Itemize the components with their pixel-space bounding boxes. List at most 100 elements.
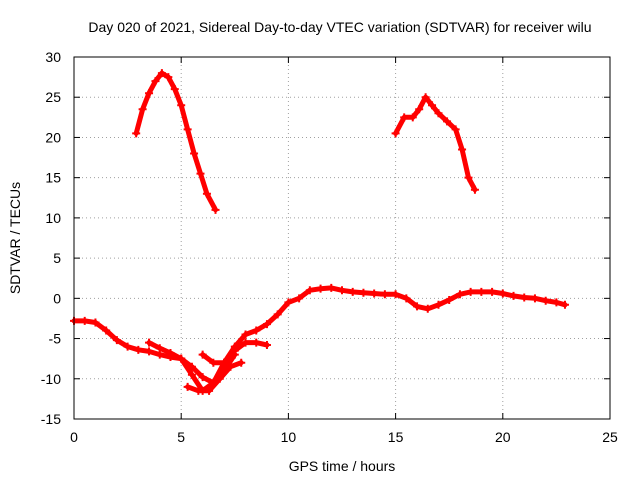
data-point (198, 373, 207, 382)
data-point (145, 338, 154, 347)
data-point (477, 287, 486, 296)
y-tick-label: 15 (45, 170, 61, 186)
y-tick-label: 10 (45, 210, 61, 226)
y-tick-label: 30 (45, 49, 61, 65)
data-point (112, 336, 121, 345)
series-arc-a (132, 69, 220, 214)
data-point (209, 358, 218, 367)
plot-frame (73, 56, 611, 420)
data-point (226, 362, 235, 371)
data-point (415, 105, 424, 114)
data-point (215, 374, 224, 383)
data-point (470, 185, 479, 194)
data-point (155, 344, 164, 353)
data-point (80, 316, 89, 325)
data-point (348, 287, 357, 296)
y-tick-label: 25 (45, 89, 61, 105)
data-point (305, 286, 314, 295)
data-point (132, 129, 141, 138)
data-point (202, 189, 211, 198)
data-point (183, 382, 192, 391)
series-low-arc-upper (198, 338, 271, 367)
data-point (177, 101, 186, 110)
data-point (428, 101, 437, 110)
data-point (402, 294, 411, 303)
data-point (252, 338, 261, 347)
x-tick-label: 10 (281, 429, 297, 445)
data-point (183, 125, 192, 134)
series-low-arc-main (70, 283, 569, 395)
y-tick-label: 20 (45, 129, 61, 145)
data-point (445, 295, 454, 304)
data-point (466, 287, 475, 296)
data-point (530, 294, 539, 303)
data-point (102, 326, 111, 335)
data-point (434, 300, 443, 309)
data-point (284, 298, 293, 307)
data-point (194, 386, 203, 395)
data-point (451, 125, 460, 134)
data-point (338, 286, 346, 295)
data-point (196, 169, 205, 178)
data-point (211, 205, 220, 214)
data-point (380, 290, 389, 299)
series-line (393, 94, 478, 193)
y-tick-label: 0 (53, 290, 61, 306)
data-point (166, 349, 175, 358)
data-point (123, 342, 132, 351)
data-point (187, 370, 196, 379)
data-point (198, 350, 207, 359)
data-point (177, 354, 186, 363)
data-point (316, 284, 325, 293)
series-low-arc-third (183, 358, 246, 395)
x-tick-label: 20 (495, 429, 511, 445)
data-point (138, 105, 147, 114)
data-point (295, 294, 304, 303)
x-tick-label: 25 (602, 429, 618, 445)
data-point (359, 288, 368, 297)
data-point (205, 386, 214, 395)
x-tick-label: 5 (177, 429, 185, 445)
data-point (157, 69, 166, 78)
data-point (134, 345, 143, 354)
data-point (391, 290, 400, 299)
data-point (262, 320, 271, 329)
data-point (273, 310, 282, 319)
y-tick-label: -5 (49, 331, 62, 347)
data-point (421, 93, 430, 102)
x-axis-label: GPS time / hours (289, 458, 396, 474)
grid-lines (74, 57, 610, 419)
chart-title: Day 020 of 2021, Sidereal Day-to-day VTE… (88, 19, 591, 35)
data-point (370, 289, 379, 298)
series-arc-b (391, 93, 479, 194)
data-point (509, 291, 518, 300)
data-point (237, 358, 246, 367)
data-point (443, 117, 452, 126)
y-axis-label: SDTVAR / TECUs (7, 182, 23, 294)
data-point (423, 304, 432, 313)
data-point (252, 326, 261, 335)
data-point (552, 298, 561, 307)
data-point (434, 109, 443, 118)
data-point (520, 293, 529, 302)
data-point (560, 300, 569, 309)
x-tick-label: 15 (388, 429, 404, 445)
data-point (464, 173, 473, 182)
data-point (400, 113, 409, 122)
data-point (91, 318, 100, 327)
data-point (151, 77, 160, 86)
data-point (458, 145, 467, 154)
data-point (455, 290, 464, 299)
y-tick-label: -15 (41, 411, 61, 427)
data-point (230, 346, 239, 355)
y-tick-label: 5 (53, 250, 61, 266)
data-point (327, 283, 336, 292)
data-point (145, 347, 154, 356)
data-point (220, 358, 229, 367)
data-point (190, 149, 199, 158)
data-point (241, 330, 250, 339)
data-point (498, 289, 507, 298)
data-point (488, 287, 497, 296)
axis-ticks: 0 5 10 15 20 25 -15 -10 -5 0 5 10 15 20 25 30 (41, 49, 618, 445)
